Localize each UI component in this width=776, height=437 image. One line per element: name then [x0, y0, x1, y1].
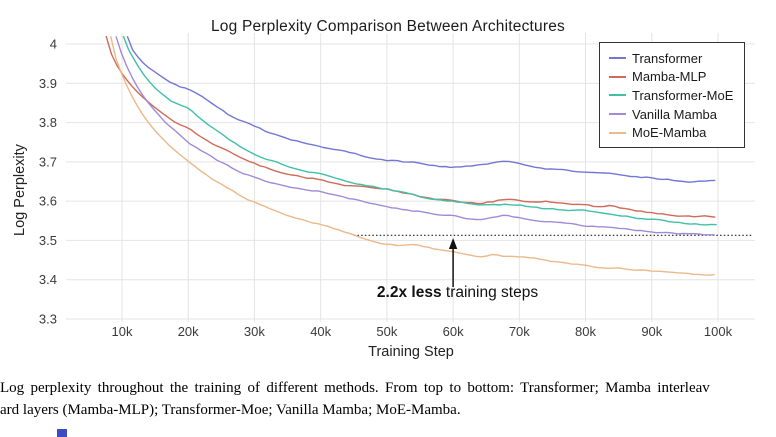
legend-swatch [609, 57, 626, 60]
y-tick-label: 3.8 [39, 115, 57, 130]
legend-item: Transformer-MoE [609, 86, 735, 105]
x-tick-label: 40k [310, 324, 331, 339]
figure-caption: Log perplexity throughout the training o… [0, 377, 776, 421]
y-tick-label: 4 [50, 37, 57, 52]
legend-swatch [609, 131, 626, 134]
caption-line-2: ard layers (Mamba-MLP); Transformer-Moe;… [0, 402, 461, 418]
x-tick-label: 20k [178, 324, 199, 339]
y-tick-label: 3.5 [39, 233, 57, 248]
legend-label: Transformer-MoE [632, 87, 734, 103]
legend-item: Mamba-MLP [609, 68, 735, 87]
y-tick-label: 3.7 [39, 154, 57, 169]
y-tick-label: 3.3 [39, 312, 57, 327]
x-tick-label: 50k [376, 324, 397, 339]
y-tick-label: 3.4 [39, 272, 57, 287]
series-line-transformer-moe [122, 35, 717, 226]
series-line-moe-mamba [110, 36, 715, 276]
x-tick-label: 30k [244, 324, 265, 339]
x-tick-label: 90k [641, 324, 662, 339]
legend-item: Vanilla Mamba [609, 105, 735, 124]
chart-title: Log Perplexity Comparison Between Archit… [210, 18, 566, 35]
legend-item: MoE-Mamba [609, 123, 735, 142]
series-line-vanilla-mamba [115, 36, 715, 236]
annotation-rest-text: training steps [441, 284, 539, 301]
annotation-bold-text: 2.2x less [376, 284, 442, 301]
cropped-ui-fragment [57, 429, 67, 437]
legend-swatch [609, 113, 626, 116]
annotation-arrowhead [448, 238, 458, 249]
x-tick-label: 100k [704, 324, 733, 339]
x-tick-label: 70k [509, 324, 530, 339]
x-tick-label: 60k [443, 324, 464, 339]
caption-line-1: Log perplexity throughout the training o… [0, 380, 710, 396]
y-tick-label: 3.9 [39, 76, 57, 91]
x-tick-label: 80k [575, 324, 596, 339]
x-tick-label: 10k [112, 324, 133, 339]
x-axis-label: Training Step [368, 344, 454, 360]
series-line-transformer [126, 35, 716, 183]
legend-label: Transformer [632, 50, 703, 66]
legend-label: Vanilla Mamba [632, 106, 718, 122]
legend: Transformer Mamba-MLP Transformer-MoE Vanil… [599, 42, 745, 148]
annotation-text: 2.2x less training steps [330, 284, 585, 302]
legend-item: Transformer [609, 49, 735, 68]
legend-swatch [609, 75, 626, 78]
y-tick-label: 3.6 [39, 194, 57, 209]
legend-label: MoE-Mamba [632, 125, 707, 141]
legend-swatch [609, 94, 626, 97]
legend-label: Mamba-MLP [632, 69, 707, 85]
